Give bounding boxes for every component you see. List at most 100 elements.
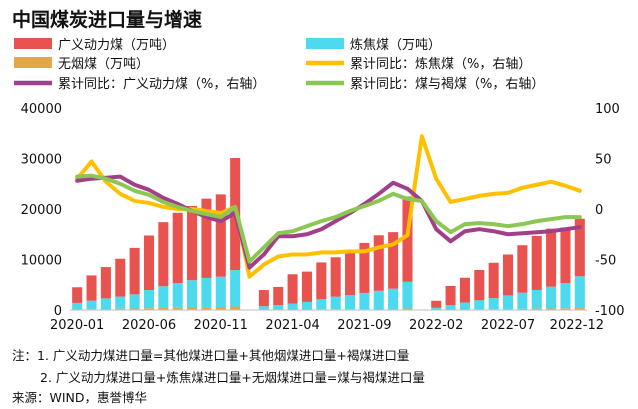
bar-0-35 <box>574 218 585 277</box>
bar-1-25 <box>431 307 442 310</box>
y-right-tick-0: -100 <box>595 304 625 319</box>
legend-swatch-1 <box>306 38 344 49</box>
x-tick-1: 2020-06 <box>122 318 176 333</box>
bar-0-15 <box>287 274 298 304</box>
bar-0-27 <box>459 277 470 303</box>
bar-1-8 <box>187 280 198 308</box>
bar-0-26 <box>445 285 456 306</box>
bar-1-5 <box>143 290 155 309</box>
y-right-tick-3: 50 <box>595 153 612 168</box>
x-tick-7: 2022-12 <box>550 318 604 333</box>
bar-1-15 <box>287 303 298 310</box>
bar-0-28 <box>474 270 485 301</box>
bar-2-3 <box>115 308 126 310</box>
y-left-tick-2: 20000 <box>21 203 62 218</box>
bar-1-22 <box>388 288 399 309</box>
x-tick-2: 2020-11 <box>194 318 248 333</box>
bar-1-34 <box>560 283 571 309</box>
x-tick-0: 2020-01 <box>50 318 104 333</box>
bar-2-34 <box>560 308 571 310</box>
bar-2-21 <box>373 308 384 310</box>
bar-0-23 <box>402 196 413 282</box>
bar-0-3 <box>115 258 126 297</box>
bar-1-0 <box>72 302 83 310</box>
bar-2-7 <box>172 307 183 310</box>
bar-1-18 <box>330 296 341 310</box>
legend-label-0: 广义动力煤（万吨） <box>58 38 175 53</box>
legend-swatch-0 <box>14 38 52 49</box>
bar-2-33 <box>546 308 557 310</box>
bar-2-22 <box>388 308 399 310</box>
bar-1-31 <box>517 292 528 309</box>
footnote-2: 来源：WIND，惠誉博华 <box>12 390 147 405</box>
bar-0-13 <box>258 290 269 307</box>
bar-1-35 <box>574 276 585 309</box>
bar-0-25 <box>431 300 442 308</box>
bar-2-6 <box>158 307 169 310</box>
bar-0-18 <box>330 257 341 297</box>
bar-1-11 <box>230 270 241 307</box>
bar-0-6 <box>158 222 169 287</box>
bar-1-21 <box>373 290 384 309</box>
y-right-tick-1: -50 <box>595 254 616 269</box>
bar-2-11 <box>230 306 241 310</box>
bar-1-30 <box>502 295 514 310</box>
legend-label-4: 累计同比：广义动力煤（%，右轴） <box>58 77 265 92</box>
bar-0-10 <box>215 194 226 277</box>
bar-2-35 <box>574 308 585 310</box>
bar-1-16 <box>301 301 312 310</box>
legend-label-3: 累计同比：炼焦煤（%，右轴） <box>350 57 531 72</box>
bar-1-7 <box>172 282 183 308</box>
bar-0-30 <box>502 254 514 296</box>
bar-0-8 <box>187 205 198 281</box>
bar-1-10 <box>215 276 226 307</box>
bar-1-29 <box>488 298 499 310</box>
y-left-tick-3: 30000 <box>21 153 62 168</box>
bar-1-3 <box>115 296 126 309</box>
bar-0-20 <box>359 242 370 293</box>
bar-1-4 <box>129 294 140 309</box>
series-line-3 <box>75 134 582 279</box>
bar-0-14 <box>273 286 284 306</box>
bar-0-33 <box>546 228 557 287</box>
bar-1-13 <box>258 306 269 310</box>
legend: 广义动力煤（万吨） 炼焦煤（万吨） 无烟煤（万吨） 累计同比：炼焦煤（%，右轴） 累计同… <box>14 38 544 92</box>
bar-1-32 <box>531 289 542 309</box>
bar-1-14 <box>273 305 284 310</box>
bar-1-1 <box>86 300 97 310</box>
legend-swatch-2 <box>14 57 52 68</box>
bar-2-5 <box>143 308 155 310</box>
bar-0-7 <box>172 212 183 283</box>
bar-2-8 <box>187 307 198 310</box>
bar-0-5 <box>143 235 155 291</box>
y-left-tick-1: 10000 <box>21 254 62 269</box>
y-left-tick-0: 0 <box>54 304 62 319</box>
bar-0-17 <box>316 262 327 300</box>
legend-label-1: 炼焦煤（万吨） <box>350 38 441 53</box>
bar-0-31 <box>517 245 528 293</box>
bar-0-34 <box>560 227 571 284</box>
y-right-tick-2: 0 <box>595 203 603 218</box>
bar-0-22 <box>388 232 399 289</box>
legend-label-2: 无烟煤（万吨） <box>58 57 149 72</box>
bar-2-4 <box>129 308 140 310</box>
y-right-tick-4: 100 <box>595 102 620 117</box>
bar-0-32 <box>531 235 542 290</box>
x-tick-4: 2021-09 <box>337 318 391 333</box>
bar-1-26 <box>445 305 456 310</box>
footnote-1: 2. 广义动力煤进口量+炼焦煤进口量+无烟煤进口量=煤与褐煤进口量 <box>40 370 425 385</box>
bar-0-0 <box>72 287 83 303</box>
bar-2-10 <box>215 306 226 310</box>
series-line-5 <box>75 173 582 264</box>
bar-0-4 <box>129 247 140 295</box>
bar-1-2 <box>100 298 111 309</box>
bar-1-23 <box>402 281 413 309</box>
bar-1-33 <box>546 286 557 309</box>
chart-title: 中国煤炭进口量与增速 <box>12 8 202 31</box>
x-tick-6: 2022-07 <box>481 318 535 333</box>
bar-0-1 <box>86 275 97 301</box>
bar-0-16 <box>301 271 312 302</box>
y-left-tick-4: 40000 <box>21 102 62 117</box>
footnote-0: 注：1. 广义动力煤进口量=其他煤进口量+其他烟煤进口量+褐煤进口量 <box>12 348 409 363</box>
bar-0-29 <box>488 262 499 299</box>
